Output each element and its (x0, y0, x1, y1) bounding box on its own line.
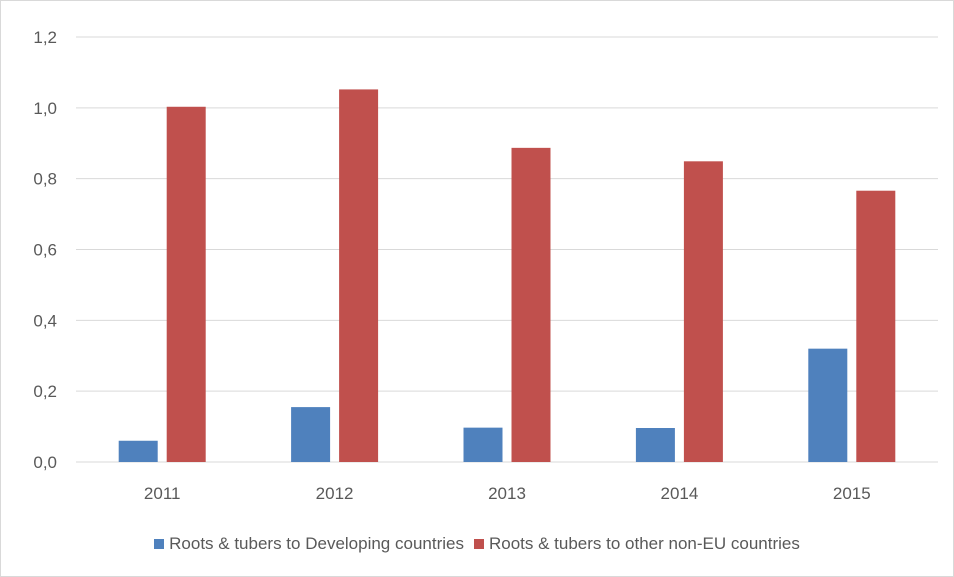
x-axis-tick-labels: 2011 2012 2013 2014 2015 (144, 484, 871, 503)
bar-developing-2011 (118, 440, 158, 462)
gridlines (76, 36, 938, 463)
bar-non-eu-2013 (511, 147, 551, 462)
x-tick-label: 2015 (833, 484, 871, 503)
x-tick-label: 2014 (660, 484, 698, 503)
bar-non-eu-2014 (683, 161, 723, 462)
bar-non-eu-2012 (339, 89, 379, 463)
legend-swatch-developing (154, 539, 165, 549)
y-tick-label: 0,0 (33, 453, 57, 472)
y-tick-label: 1,2 (33, 28, 57, 47)
bars (118, 89, 896, 463)
y-tick-label: 0,8 (33, 170, 57, 189)
legend: Roots & tubers to Developing countries R… (0, 534, 954, 554)
bar-developing-2014 (635, 428, 675, 462)
legend-swatch-non-eu (473, 539, 484, 549)
x-tick-label: 2013 (488, 484, 526, 503)
legend-item-developing: Roots & tubers to Developing countries (154, 534, 464, 554)
legend-label-developing: Roots & tubers to Developing countries (169, 534, 464, 553)
y-axis-tick-labels: 0,0 0,2 0,4 0,6 0,8 1,0 1,2 (33, 28, 57, 472)
x-tick-label: 2011 (144, 484, 181, 503)
bar-developing-2015 (808, 348, 848, 462)
bar-non-eu-2011 (166, 106, 206, 462)
x-tick-label: 2012 (316, 484, 354, 503)
legend-item-non-eu: Roots & tubers to other non-EU countries (473, 534, 800, 554)
legend-label-non-eu: Roots & tubers to other non-EU countries (488, 534, 800, 553)
bar-developing-2012 (291, 407, 331, 462)
y-tick-label: 1,0 (33, 99, 57, 118)
y-tick-label: 0,6 (33, 241, 57, 260)
bar-non-eu-2015 (856, 190, 896, 463)
y-tick-label: 0,2 (33, 382, 57, 401)
bar-developing-2013 (463, 427, 503, 462)
y-tick-label: 0,4 (33, 311, 57, 330)
